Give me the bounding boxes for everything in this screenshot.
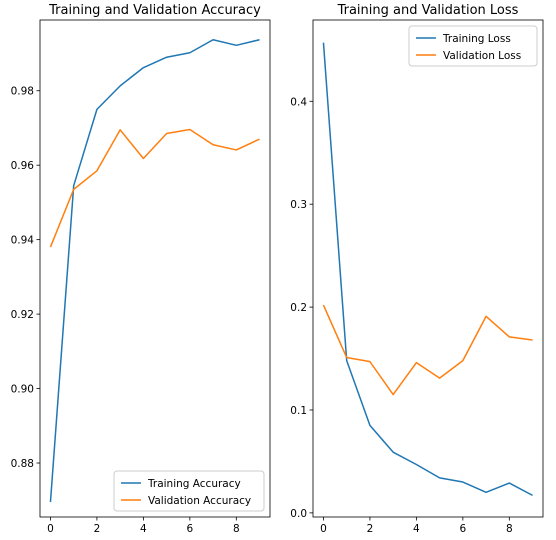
- loss-axes-frame: [312, 19, 544, 518]
- loss-legend-label: Validation Loss: [443, 50, 521, 62]
- loss-x-tick-label: 0: [320, 523, 327, 535]
- loss-y-tick-label: 0.3: [290, 199, 307, 211]
- accuracy-legend: Training Accuracy Validation Accuracy: [113, 470, 265, 512]
- accuracy-series-validation-accuracy-line: [49, 128, 260, 248]
- accuracy-chart-title: Training and Validation Accuracy: [48, 3, 261, 18]
- loss-x-tick-label: 6: [460, 523, 467, 535]
- accuracy-y-tick-label: 0.90: [11, 384, 34, 396]
- loss-y-tick-label: 0.0: [290, 508, 307, 520]
- accuracy-y-tick-label: 0.98: [11, 86, 34, 98]
- accuracy-x-tick-label: 6: [187, 523, 194, 535]
- loss-legend-box: [408, 25, 538, 67]
- accuracy-x-tick-label: 8: [233, 523, 240, 535]
- loss-legend-label: Training Loss: [442, 33, 511, 45]
- accuracy-y-tick-label: 0.92: [11, 309, 34, 321]
- loss-x-tick-label: 2: [367, 523, 374, 535]
- accuracy-x-tick-label: 2: [94, 523, 101, 535]
- accuracy-legend-label: Training Accuracy: [147, 478, 241, 490]
- loss-y-tick-label: 0.1: [290, 405, 307, 417]
- loss-legend: Training Loss Validation Loss: [408, 25, 538, 67]
- loss-x-tick-label: 4: [413, 523, 420, 535]
- accuracy-axes-frame: [39, 19, 271, 518]
- accuracy-x-tick-label: 4: [140, 523, 147, 535]
- loss-chart-title: Training and Validation Loss: [337, 3, 519, 18]
- loss-series-training-loss-line: [322, 42, 533, 497]
- accuracy-x-tick-label: 0: [47, 523, 54, 535]
- accuracy-legend-box: [113, 470, 265, 512]
- loss-series-validation-loss-line: [322, 304, 533, 396]
- accuracy-y-tick-label: 0.96: [11, 160, 35, 172]
- accuracy-legend-label: Validation Accuracy: [148, 495, 251, 507]
- loss-y-tick-label: 0.4: [290, 96, 307, 108]
- accuracy-series-training-accuracy-line: [49, 38, 260, 503]
- loss-y-tick-label: 0.2: [290, 302, 307, 314]
- accuracy-chart: Training and Validation Accuracy 0 2 4 6 8 0.8…: [11, 3, 271, 535]
- loss-chart: Training and Validation Loss 0 2 4 6 8 0.0 0.1 0…: [290, 3, 544, 535]
- accuracy-y-tick-label: 0.94: [11, 235, 35, 247]
- accuracy-y-tick-label: 0.88: [11, 458, 34, 470]
- loss-x-tick-label: 8: [506, 523, 513, 535]
